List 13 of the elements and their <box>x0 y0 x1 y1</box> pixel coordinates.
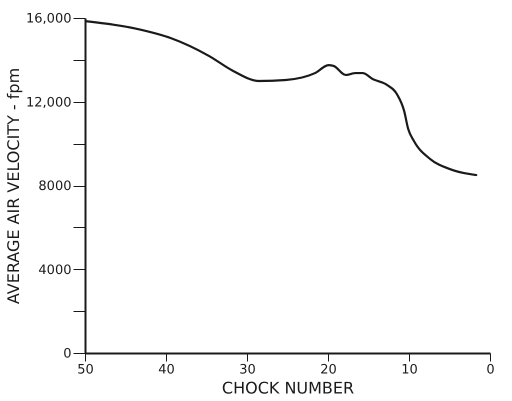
x-tick-label: 40 <box>158 362 175 378</box>
y-tick-label: 8000 <box>38 179 72 194</box>
x-axis-title: CHOCK NUMBER <box>222 378 354 398</box>
y-tick-label: 4000 <box>38 262 72 278</box>
x-tick-label: 0 <box>486 362 495 378</box>
x-tick-label: 20 <box>320 362 337 378</box>
x-tick-label: 10 <box>401 362 418 378</box>
y-tick-label: 16,000 <box>26 12 72 26</box>
y-tick-label: 0 <box>63 346 72 362</box>
y-axis-title: AVERAGE AIR VELOCITY - fpm <box>4 68 24 304</box>
x-tick-label: 30 <box>239 362 256 378</box>
x-tick-label: 50 <box>77 362 94 378</box>
y-tick-label: 12,000 <box>26 95 72 110</box>
